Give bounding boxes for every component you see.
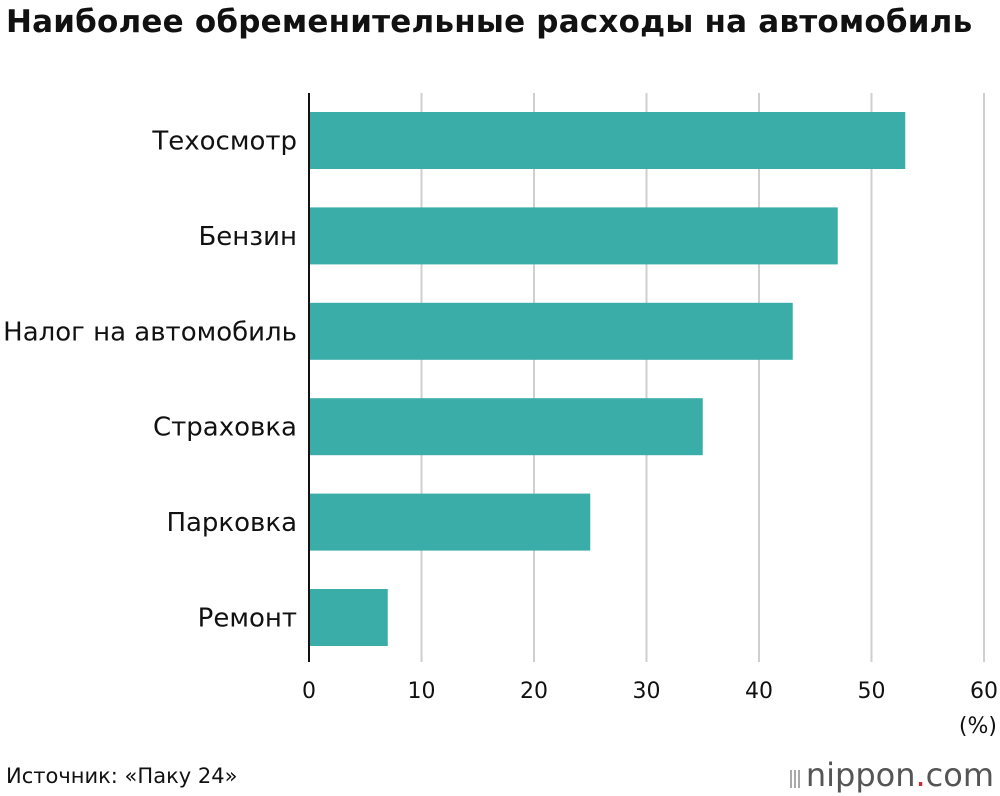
logo-name: nippon [805,756,916,794]
logo-mark-icon [789,758,802,796]
x-tick-label: 30 [633,679,661,704]
logo-suffix: com [925,756,994,794]
x-tick-label: 0 [302,679,316,704]
x-tick-label: 20 [520,679,548,704]
bar [309,302,793,360]
x-tick-label: 10 [408,679,436,704]
category-label: Страховка [153,413,297,443]
bar [309,398,703,456]
nippon-logo: nippon.com [789,756,994,796]
bar [309,207,838,265]
x-tick-label: 60 [970,679,998,704]
category-label: Парковка [166,508,297,538]
category-label: Налог на автомобиль [3,317,297,347]
x-tick-label: 40 [745,679,773,704]
bar [309,589,388,646]
bar [309,112,906,169]
chart-title: Наиболее обременительные расходы на авто… [6,4,973,40]
x-tick-label: 50 [858,679,886,704]
logo-dot: . [915,756,926,794]
category-label: Бензин [198,222,297,252]
category-label: Ремонт [198,604,297,634]
bar [309,493,591,551]
category-label: Техосмотр [151,127,297,157]
unit-label: (%) [959,714,997,739]
source-note: Источник: «Паку 24» [6,764,238,788]
